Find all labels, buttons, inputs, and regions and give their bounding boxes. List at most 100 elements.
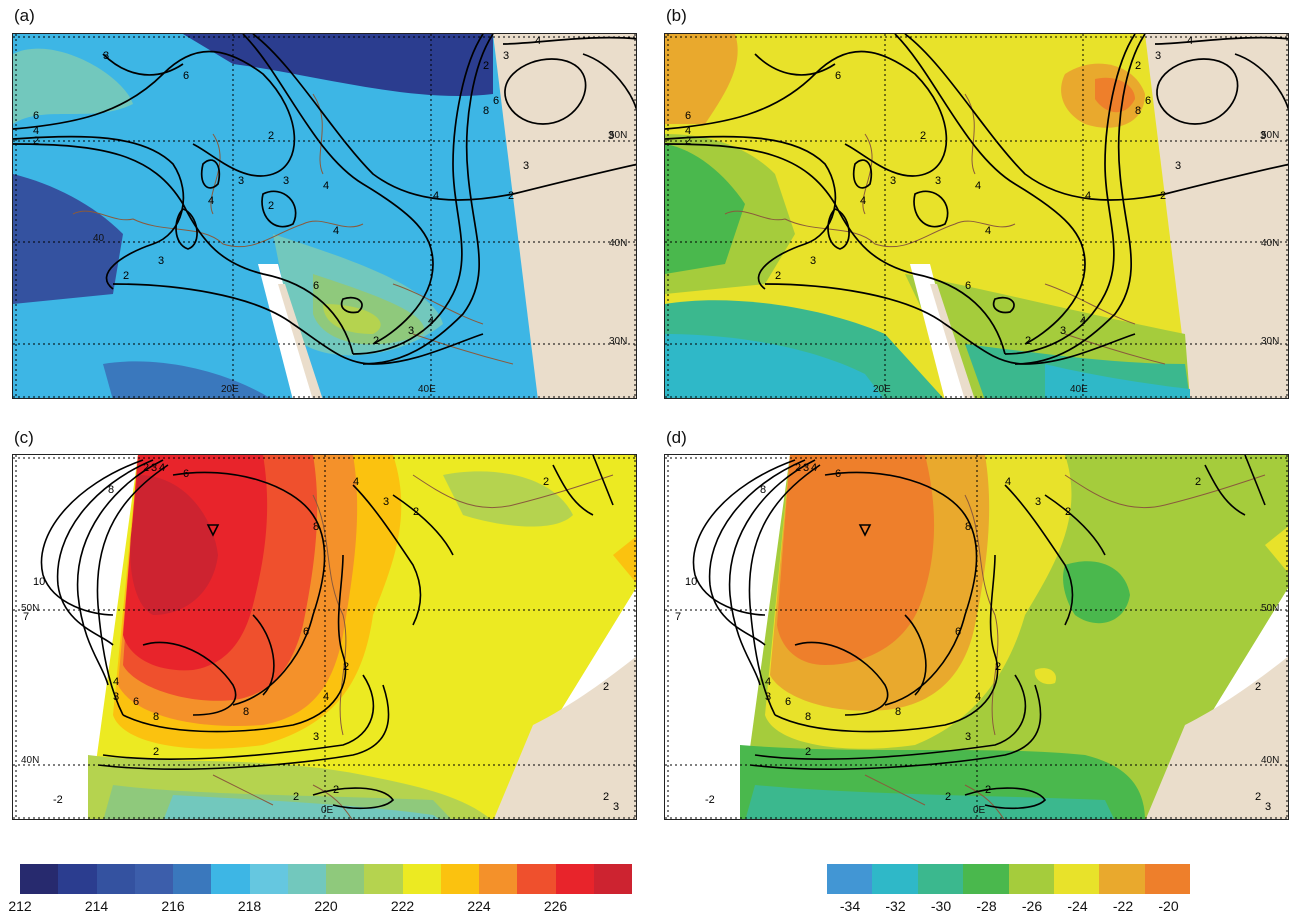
lat-label: 50N xyxy=(1261,130,1279,141)
svg-text:2: 2 xyxy=(1135,60,1141,72)
colorbar-tick-label: 212 xyxy=(8,898,32,914)
svg-text:3: 3 xyxy=(935,175,941,187)
lon-label: 0E xyxy=(321,805,334,816)
svg-text:8: 8 xyxy=(243,706,249,718)
svg-text:2: 2 xyxy=(483,60,489,72)
svg-text:4: 4 xyxy=(685,125,691,137)
svg-text:4: 4 xyxy=(535,35,541,47)
svg-text:8: 8 xyxy=(805,711,811,723)
svg-text:3: 3 xyxy=(158,255,164,267)
svg-text:3: 3 xyxy=(103,50,109,62)
svg-text:2: 2 xyxy=(1255,681,1261,693)
svg-text:2: 2 xyxy=(153,746,159,758)
lon-label: 20E xyxy=(873,384,891,395)
colorbar-swatch xyxy=(1053,864,1100,894)
svg-text:4: 4 xyxy=(985,225,991,237)
svg-text:2: 2 xyxy=(995,661,1001,673)
colorbar-swatch xyxy=(479,864,518,894)
lon-label: 40E xyxy=(418,384,436,395)
colorbar-swatch xyxy=(211,864,250,894)
svg-text:8: 8 xyxy=(483,105,489,117)
svg-text:2: 2 xyxy=(508,190,514,202)
svg-text:2: 2 xyxy=(1025,335,1031,347)
svg-text:3: 3 xyxy=(1260,130,1266,142)
colorbar-swatch xyxy=(440,864,479,894)
colorbar-tick-label: -34 xyxy=(839,898,861,914)
svg-text:2: 2 xyxy=(413,506,419,518)
colorbar-tick-label: 214 xyxy=(84,898,109,914)
colorbar-swatch xyxy=(555,864,594,894)
svg-text:3: 3 xyxy=(810,255,816,267)
colorbar-tick-label: -24 xyxy=(1067,898,1088,914)
svg-text:3: 3 xyxy=(151,462,157,474)
svg-text:2: 2 xyxy=(775,270,781,282)
colorbar-swatch xyxy=(96,864,135,894)
svg-text:4: 4 xyxy=(975,691,981,703)
svg-text:-2: -2 xyxy=(705,794,715,806)
colorbar-swatch xyxy=(20,864,59,894)
svg-text:3: 3 xyxy=(283,175,289,187)
svg-text:3: 3 xyxy=(890,175,896,187)
svg-text:6: 6 xyxy=(785,696,791,708)
colorbar-swatch xyxy=(287,864,326,894)
extra-label: 40 xyxy=(93,233,105,244)
svg-text:2: 2 xyxy=(985,784,991,796)
colorbar-tick-label: 218 xyxy=(237,898,262,914)
svg-text:4: 4 xyxy=(433,190,439,202)
colorbar-swatch xyxy=(326,864,365,894)
svg-text:3: 3 xyxy=(803,462,809,474)
svg-text:4: 4 xyxy=(333,225,339,237)
lat-label: 40N xyxy=(1261,755,1279,766)
lat-label: 50N xyxy=(609,130,627,141)
svg-text:4: 4 xyxy=(811,462,817,474)
svg-text:2: 2 xyxy=(143,462,149,474)
svg-text:6: 6 xyxy=(313,280,319,292)
svg-text:-2: -2 xyxy=(53,794,63,806)
lat-label: 40N xyxy=(609,238,627,249)
svg-text:2: 2 xyxy=(268,130,274,142)
colorbar-swatch xyxy=(58,864,97,894)
svg-text:3: 3 xyxy=(113,691,119,703)
svg-text:4: 4 xyxy=(33,125,39,137)
colorbar-tick-label: 222 xyxy=(390,898,415,914)
colorbar-swatch xyxy=(364,864,403,894)
svg-text:2: 2 xyxy=(920,130,926,142)
svg-text:3: 3 xyxy=(613,801,619,813)
lat-label: 30N xyxy=(609,336,627,347)
colorbar-swatch xyxy=(1008,864,1054,894)
lat-label: 50N xyxy=(1261,603,1279,614)
svg-text:4: 4 xyxy=(1085,190,1091,202)
svg-text:4: 4 xyxy=(860,195,866,207)
lat-label: 40N xyxy=(1261,238,1279,249)
svg-text:6: 6 xyxy=(955,626,961,638)
svg-text:2: 2 xyxy=(603,791,609,803)
svg-text:2: 2 xyxy=(373,335,379,347)
colorbar-swatch xyxy=(249,864,288,894)
colorbar-tick-label: 216 xyxy=(161,898,185,914)
panel-label-c: (c) xyxy=(14,428,34,447)
svg-text:4: 4 xyxy=(159,462,165,474)
svg-text:2: 2 xyxy=(333,784,339,796)
lat-label: 50N xyxy=(21,603,39,614)
svg-text:3: 3 xyxy=(1155,50,1161,62)
svg-text:4: 4 xyxy=(353,476,359,488)
colorbar-left xyxy=(20,864,632,894)
svg-text:3: 3 xyxy=(238,175,244,187)
svg-text:3: 3 xyxy=(608,130,614,142)
svg-text:3: 3 xyxy=(1035,496,1041,508)
svg-text:6: 6 xyxy=(835,70,841,82)
svg-text:2: 2 xyxy=(123,270,129,282)
colorbar-swatch xyxy=(134,864,173,894)
svg-text:2: 2 xyxy=(543,476,549,488)
colorbar-tick-label: 226 xyxy=(543,898,568,914)
lon-label: 20E xyxy=(221,384,239,395)
svg-text:3: 3 xyxy=(313,731,319,743)
panel-label-d: (d) xyxy=(666,428,687,447)
svg-text:6: 6 xyxy=(493,95,499,107)
svg-text:3: 3 xyxy=(503,50,509,62)
svg-text:6: 6 xyxy=(965,280,971,292)
svg-text:2: 2 xyxy=(795,462,801,474)
colorbar-swatch xyxy=(963,864,1009,894)
